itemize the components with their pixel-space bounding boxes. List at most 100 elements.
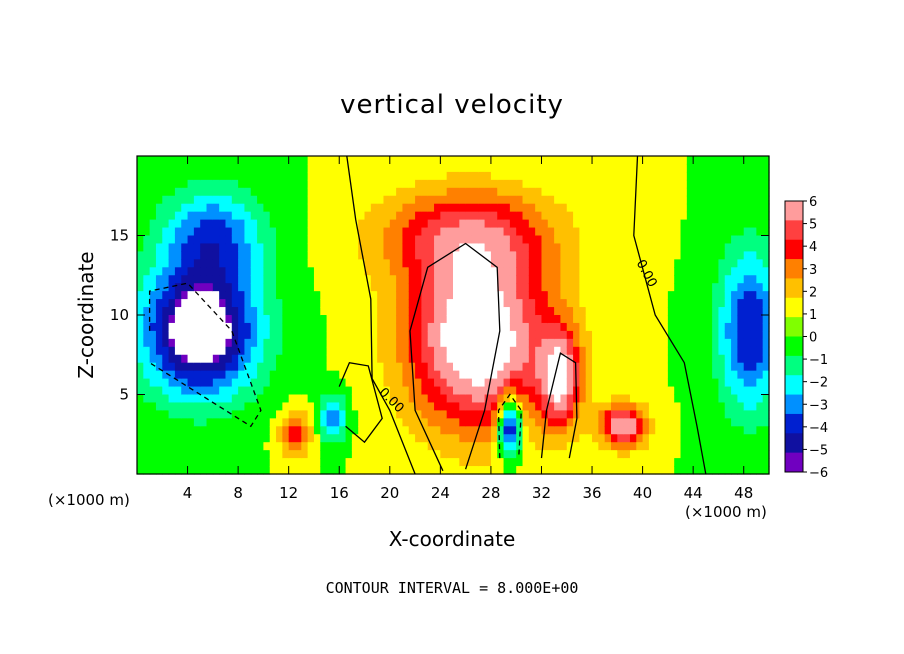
field-cell xyxy=(535,291,543,300)
field-cell xyxy=(598,211,606,221)
field-cell xyxy=(250,418,258,427)
field-cell xyxy=(453,402,460,411)
field-cell xyxy=(617,442,625,451)
field-cell xyxy=(162,426,170,435)
field-cell xyxy=(737,418,745,427)
field-cell xyxy=(225,299,233,308)
field-cell xyxy=(238,362,246,372)
field-cell xyxy=(585,418,593,427)
field-cell xyxy=(415,251,422,260)
field-cell xyxy=(269,330,277,340)
field-cell xyxy=(459,370,467,380)
field-cell xyxy=(693,410,701,419)
field-cell xyxy=(453,275,460,284)
field-cell xyxy=(351,156,359,165)
field-cell xyxy=(503,243,511,252)
field-cell xyxy=(149,267,157,276)
field-cell xyxy=(686,410,694,419)
field-cell xyxy=(313,402,321,411)
field-cell xyxy=(484,299,492,308)
field-cell xyxy=(206,163,214,173)
field-cell xyxy=(257,386,264,396)
field-cell xyxy=(276,450,283,459)
field-cell xyxy=(680,259,688,268)
field-cell xyxy=(522,370,530,380)
field-cell xyxy=(263,307,271,316)
field-cell xyxy=(636,275,644,284)
field-cell xyxy=(604,362,612,372)
field-cell xyxy=(667,299,675,308)
field-cell xyxy=(560,330,568,340)
field-cell xyxy=(655,370,663,380)
field-cell xyxy=(655,402,663,411)
field-cell xyxy=(655,394,663,404)
field-cell xyxy=(674,434,682,443)
field-cell xyxy=(408,450,416,459)
field-cell xyxy=(592,370,599,380)
field-cell xyxy=(579,291,587,300)
field-cell xyxy=(370,410,378,419)
field-cell xyxy=(307,187,315,197)
field-cell xyxy=(250,442,258,451)
field-cell xyxy=(699,267,707,276)
field-cell xyxy=(345,187,353,197)
field-cell xyxy=(238,187,246,197)
field-cell xyxy=(219,259,227,268)
field-cell xyxy=(421,203,429,213)
field-cell xyxy=(459,450,467,459)
field-cell xyxy=(528,402,536,411)
field-cell xyxy=(465,402,473,411)
x-tick-label: 24 xyxy=(431,484,450,502)
field-cell xyxy=(301,243,309,252)
field-cell xyxy=(269,410,277,419)
field-cell xyxy=(332,442,340,451)
field-cell xyxy=(484,338,492,348)
field-cell xyxy=(377,259,385,268)
field-cell xyxy=(718,338,726,348)
field-cell xyxy=(440,338,448,348)
field-cell xyxy=(219,458,227,467)
field-cell xyxy=(345,251,353,260)
field-cell xyxy=(623,378,631,388)
field-cell xyxy=(598,434,606,443)
field-cell xyxy=(137,291,144,300)
field-cell xyxy=(554,466,562,475)
field-cell xyxy=(554,410,562,419)
field-cell xyxy=(212,227,220,237)
field-cell xyxy=(680,283,688,292)
field-cell xyxy=(617,418,625,427)
field-cell xyxy=(471,179,479,189)
field-cell xyxy=(402,211,410,221)
field-cell xyxy=(269,322,277,332)
field-cell xyxy=(554,450,562,459)
field-cell xyxy=(484,426,492,435)
field-cell xyxy=(225,211,233,221)
field-cell xyxy=(465,330,473,340)
field-cell xyxy=(712,219,720,229)
field-cell xyxy=(370,219,378,229)
field-cell xyxy=(712,370,720,380)
field-cell xyxy=(617,163,625,173)
field-cell xyxy=(358,338,366,348)
field-cell xyxy=(718,426,726,435)
field-cell xyxy=(282,227,290,237)
field-cell xyxy=(629,322,637,332)
field-cell xyxy=(573,163,580,173)
field-cell xyxy=(200,402,208,411)
field-cell xyxy=(377,426,385,435)
field-cell xyxy=(351,338,359,348)
field-cell xyxy=(282,330,290,340)
field-cell xyxy=(471,338,479,348)
field-cell xyxy=(231,418,239,427)
field-cell xyxy=(339,299,347,308)
field-cell xyxy=(181,156,189,165)
field-cell xyxy=(162,458,170,467)
field-cell xyxy=(339,307,347,316)
field-cell xyxy=(288,275,296,284)
field-cell xyxy=(389,251,397,260)
field-cell xyxy=(326,203,334,213)
field-cell xyxy=(743,386,751,396)
field-cell xyxy=(592,187,599,197)
field-cell xyxy=(554,394,562,404)
field-cell xyxy=(276,442,283,451)
